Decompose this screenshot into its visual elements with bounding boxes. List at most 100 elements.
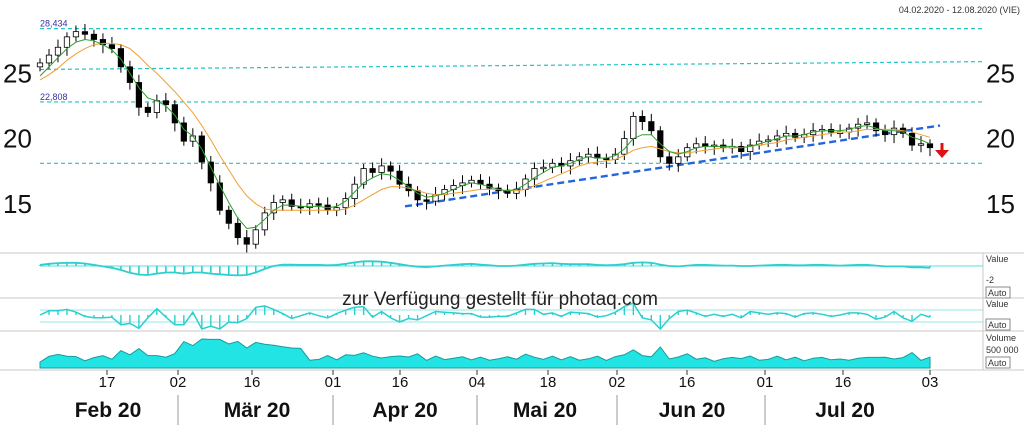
- candle-body: [288, 199, 295, 207]
- candle: [216, 175, 223, 215]
- macd-auto-button[interactable]: [985, 286, 1011, 299]
- x-month-label: Feb 20: [75, 399, 142, 422]
- candle: [243, 229, 250, 253]
- candle: [270, 194, 277, 221]
- macd-panel: [39, 260, 983, 277]
- oscillator-value-label: Value: [986, 299, 1008, 309]
- candle-body: [387, 165, 394, 172]
- candle-body: [917, 143, 925, 146]
- candle: [72, 25, 80, 42]
- x-day-label: 03: [922, 374, 939, 391]
- candle-body: [72, 31, 80, 38]
- x-day-label: 17: [99, 374, 116, 391]
- volume-auto-button[interactable]: [985, 356, 1011, 369]
- sell-arrow: [935, 143, 949, 158]
- oscillator-auto-label: Auto: [988, 320, 1007, 330]
- volume-area: [39, 338, 931, 369]
- candle-body: [531, 168, 538, 180]
- candle-body: [45, 54, 53, 64]
- candle-body: [90, 33, 98, 40]
- x-month-label: Mai 20: [513, 399, 577, 422]
- candle-body: [216, 182, 223, 211]
- candle-body: [54, 46, 62, 56]
- candle-body: [926, 143, 934, 149]
- candle-body: [908, 132, 916, 146]
- macd-tick-label: -2: [986, 275, 994, 285]
- candle: [531, 162, 538, 188]
- candle-body: [270, 202, 277, 214]
- x-day-label: 04: [469, 374, 486, 391]
- candle-body: [36, 62, 44, 68]
- candle-body: [117, 48, 125, 68]
- macd-auto-label: Auto: [988, 288, 1007, 298]
- candle-body: [396, 170, 403, 185]
- candle: [36, 58, 44, 72]
- candle-body: [315, 203, 322, 206]
- candle-body: [63, 36, 71, 48]
- candle-body: [738, 145, 745, 153]
- x-month-label: Mär 20: [224, 399, 291, 422]
- candle: [639, 110, 646, 131]
- volume-auto-label: Auto: [988, 358, 1007, 368]
- volume-tick-label: 500 000: [986, 345, 1019, 355]
- candle-body: [135, 82, 142, 108]
- candle: [90, 29, 98, 47]
- candle: [306, 199, 313, 215]
- candle: [126, 60, 133, 90]
- x-month-label: Apr 20: [372, 399, 437, 422]
- oscillator-auto-button[interactable]: [985, 318, 1011, 331]
- candle-body: [648, 121, 655, 132]
- candle-body: [881, 130, 889, 136]
- candle: [234, 217, 241, 245]
- watermark: zur Verfügung gestellt für photaq.com: [342, 289, 658, 310]
- x-day-label: 18: [540, 374, 557, 391]
- volume-label: Volume: [986, 333, 1016, 343]
- level-label: 22,808: [40, 92, 68, 102]
- moving-averages: [39, 38, 931, 230]
- candle-body: [144, 106, 151, 113]
- candle-body: [423, 199, 430, 202]
- candle: [423, 193, 430, 210]
- candle-body: [126, 66, 133, 83]
- candle: [288, 193, 295, 211]
- candle-body: [153, 100, 160, 113]
- candle-body: [162, 100, 169, 106]
- candle-body: [675, 156, 682, 164]
- x-day-label: 16: [244, 374, 261, 391]
- candle: [225, 205, 232, 230]
- candle: [135, 74, 142, 116]
- macd-line: [39, 260, 931, 277]
- x-day-label: 16: [679, 374, 696, 391]
- ma-fast-line: [39, 38, 931, 230]
- candle: [144, 102, 151, 118]
- macd-value-label: Value: [986, 254, 1008, 264]
- candle-body: [360, 168, 367, 185]
- candle-body: [243, 237, 250, 245]
- candle-body: [171, 104, 178, 124]
- candle-body: [306, 203, 313, 209]
- candle: [45, 48, 53, 69]
- volume-panel: [39, 338, 931, 369]
- candle-body: [666, 156, 673, 164]
- candle-body: [108, 44, 116, 49]
- candle: [747, 138, 754, 161]
- candle: [54, 39, 62, 63]
- x-axis: 17 02 16 01 16 04 18 02 16 01 16 03 Feb 20 Mär 20 Apr …: [75, 370, 939, 425]
- candle: [180, 116, 187, 146]
- candle: [648, 113, 655, 136]
- y-tick-label-left: 15: [3, 189, 32, 219]
- candle-body: [252, 229, 259, 245]
- x-month-label: Jul 20: [815, 399, 875, 422]
- candle: [666, 150, 673, 171]
- candle: [369, 162, 376, 179]
- trend-lines: [39, 61, 984, 208]
- candle-body: [540, 166, 547, 170]
- y-tick-label-right: 25: [986, 58, 1015, 88]
- x-day-label: 02: [609, 374, 626, 391]
- candle-body: [234, 222, 241, 239]
- candle: [863, 115, 871, 129]
- candle: [360, 163, 367, 189]
- x-month-label: Jun 20: [659, 399, 726, 422]
- candle-body: [180, 122, 187, 142]
